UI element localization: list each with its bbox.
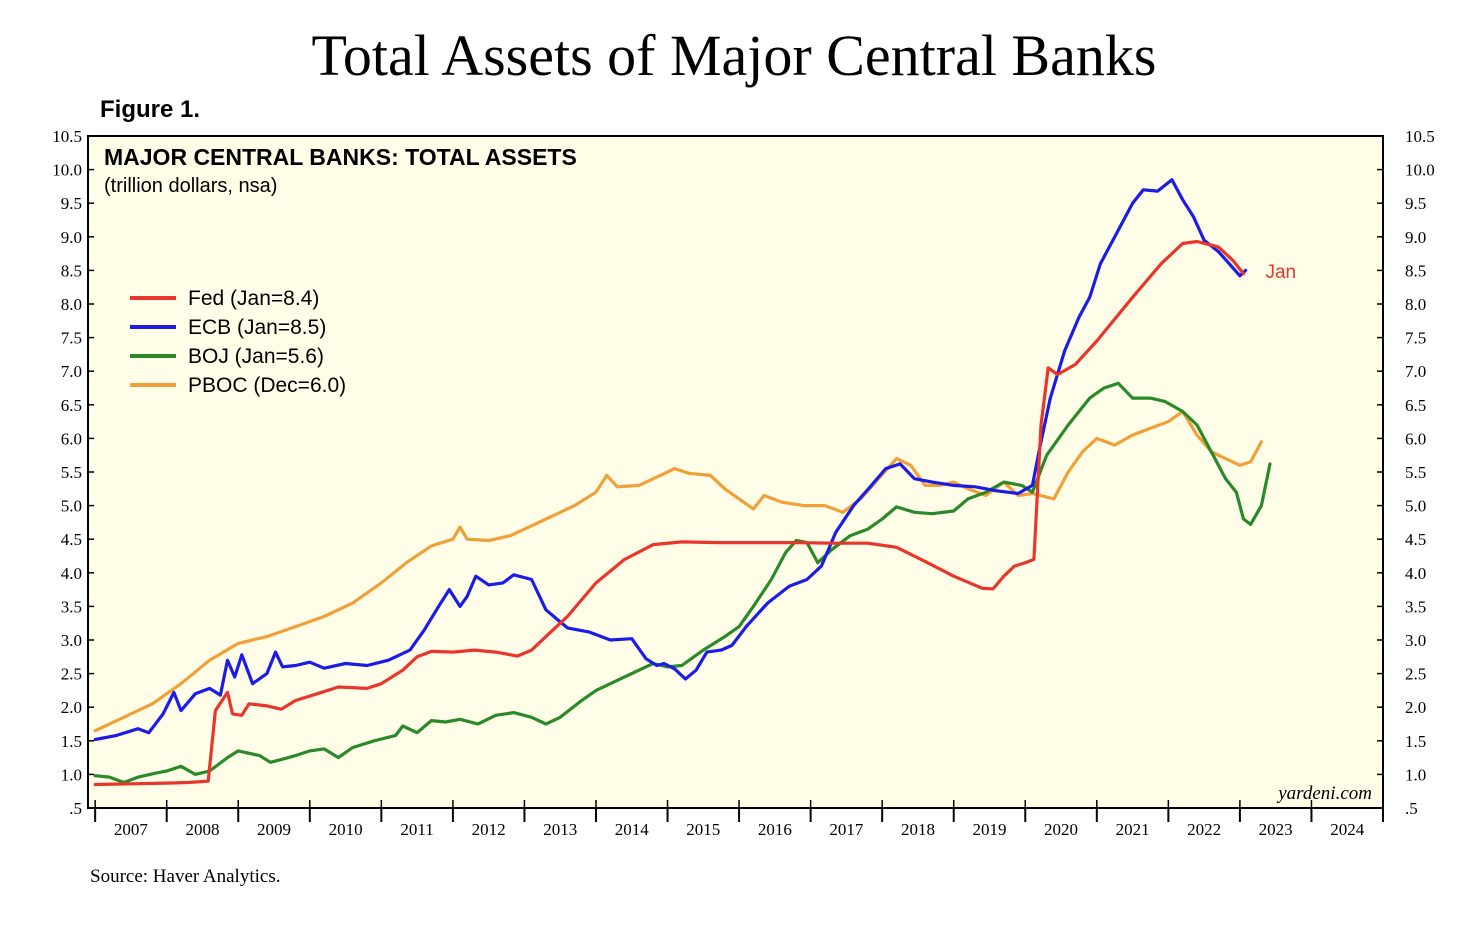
x-axis: 2007 2008 2009 2010 2011 2012 2013 2014 2015 2016… — [94, 800, 1384, 839]
x-tick-label: 2008 — [185, 820, 219, 839]
source-note: Source: Haver Analytics. — [90, 866, 281, 887]
y-tick-label-right: 1.5 — [1405, 732, 1426, 751]
y-tick-label-left: 1.0 — [61, 765, 82, 784]
x-tick-label: 2021 — [1116, 820, 1150, 839]
x-tick-label: 2018 — [901, 820, 935, 839]
series-line-boj — [93, 381, 1272, 785]
x-tick-label: 2014 — [615, 820, 650, 839]
y-tick-label-right: 9.0 — [1405, 228, 1426, 247]
y-tick-label-left: 6.0 — [61, 429, 82, 448]
x-tick-label: 2007 — [114, 820, 149, 839]
chart-title: MAJOR CENTRAL BANKS: TOTAL ASSETS — [104, 144, 577, 170]
legend-label: BOJ (Jan=5.6) — [188, 345, 324, 368]
credit: yardeni.com — [1276, 783, 1372, 804]
y-tick-label-left: 7.0 — [61, 362, 82, 381]
x-tick-label: 2019 — [972, 820, 1006, 839]
series-lines — [93, 178, 1272, 787]
plot-area — [88, 136, 1383, 808]
x-tick-label: 2012 — [472, 820, 506, 839]
y-tick-label-left: 9.5 — [61, 194, 82, 213]
x-tick-label: 2015 — [686, 820, 720, 839]
y-tick-label-right: 3.5 — [1405, 597, 1426, 616]
figure-label: Figure 1. — [100, 96, 201, 123]
x-tick-label: 2013 — [543, 820, 577, 839]
y-tick-label-left: 5.5 — [61, 463, 82, 482]
y-axes: .5 .5 1.0 1.0 1.5 1.5 2.0 2.0 2.5 2.5 3.0 3.0 3.5 3.5… — [52, 127, 1435, 818]
y-tick-label-left: 10.5 — [52, 127, 82, 146]
x-tick-label: 2011 — [400, 820, 433, 839]
y-tick-label-right: 3.0 — [1405, 631, 1426, 650]
x-tick-label: 2010 — [329, 820, 363, 839]
y-tick-label-right: 4.5 — [1405, 530, 1426, 549]
y-tick-label-left: 3.5 — [61, 597, 82, 616]
y-tick-label-right: 5.0 — [1405, 497, 1426, 516]
y-tick-label-right: 2.0 — [1405, 698, 1426, 717]
y-tick-label-left: 6.5 — [61, 396, 82, 415]
y-tick-label-left: 1.5 — [61, 732, 82, 751]
y-tick-label-right: 6.0 — [1405, 429, 1426, 448]
y-tick-label-left: 4.5 — [61, 530, 82, 549]
x-tick-label: 2016 — [758, 820, 792, 839]
y-tick-label-right: 4.0 — [1405, 564, 1426, 583]
legend-label: Fed (Jan=8.4) — [188, 287, 319, 310]
y-tick-label-left: 7.5 — [61, 329, 82, 348]
y-tick-label-left: 8.0 — [61, 295, 82, 314]
x-tick-label: 2022 — [1187, 820, 1221, 839]
x-tick-label: 2020 — [1044, 820, 1078, 839]
y-tick-label-right: 6.5 — [1405, 396, 1426, 415]
y-tick-label-right: 7.0 — [1405, 362, 1426, 381]
y-tick-label-right: 7.5 — [1405, 329, 1426, 348]
y-tick-label-left: 2.5 — [61, 665, 82, 684]
series-line-fed — [93, 239, 1246, 787]
x-tick-label: 2023 — [1259, 820, 1293, 839]
x-tick-label: 2017 — [829, 820, 864, 839]
y-tick-label-left: 3.0 — [61, 631, 82, 650]
legend-label: ECB (Jan=8.5) — [188, 316, 326, 339]
end-label: Jan — [1265, 262, 1296, 283]
y-tick-label-right: 5.5 — [1405, 463, 1426, 482]
legend-label: PBOC (Dec=6.0) — [188, 374, 346, 397]
y-tick-label-right: .5 — [1405, 799, 1418, 818]
y-tick-label-right: 10.5 — [1405, 127, 1435, 146]
legend: Fed (Jan=8.4) ECB (Jan=8.5) BOJ (Jan=5.6) P… — [130, 287, 346, 397]
page-title: Total Assets of Major Central Banks — [311, 23, 1157, 88]
y-tick-label-right: 9.5 — [1405, 194, 1426, 213]
y-tick-label-right: 2.5 — [1405, 665, 1426, 684]
y-tick-label-left: .5 — [69, 799, 82, 818]
plot-border — [87, 135, 1384, 809]
y-tick-label-left: 4.0 — [61, 564, 82, 583]
chart-subtitle: (trillion dollars, nsa) — [104, 175, 277, 197]
y-tick-label-left: 8.5 — [61, 261, 82, 280]
y-tick-label-left: 2.0 — [61, 698, 82, 717]
x-tick-label: 2009 — [257, 820, 291, 839]
y-tick-label-left: 10.0 — [52, 161, 82, 180]
y-tick-label-right: 1.0 — [1405, 765, 1426, 784]
y-tick-label-right: 8.0 — [1405, 295, 1426, 314]
y-tick-label-right: 10.0 — [1405, 161, 1435, 180]
y-tick-label-right: 8.5 — [1405, 261, 1426, 280]
series-line-pboc — [93, 409, 1263, 733]
y-tick-label-left: 5.0 — [61, 497, 82, 516]
x-tick-label: 2024 — [1330, 820, 1365, 839]
series-line-ecb — [93, 178, 1248, 742]
y-tick-label-left: 9.0 — [61, 228, 82, 247]
